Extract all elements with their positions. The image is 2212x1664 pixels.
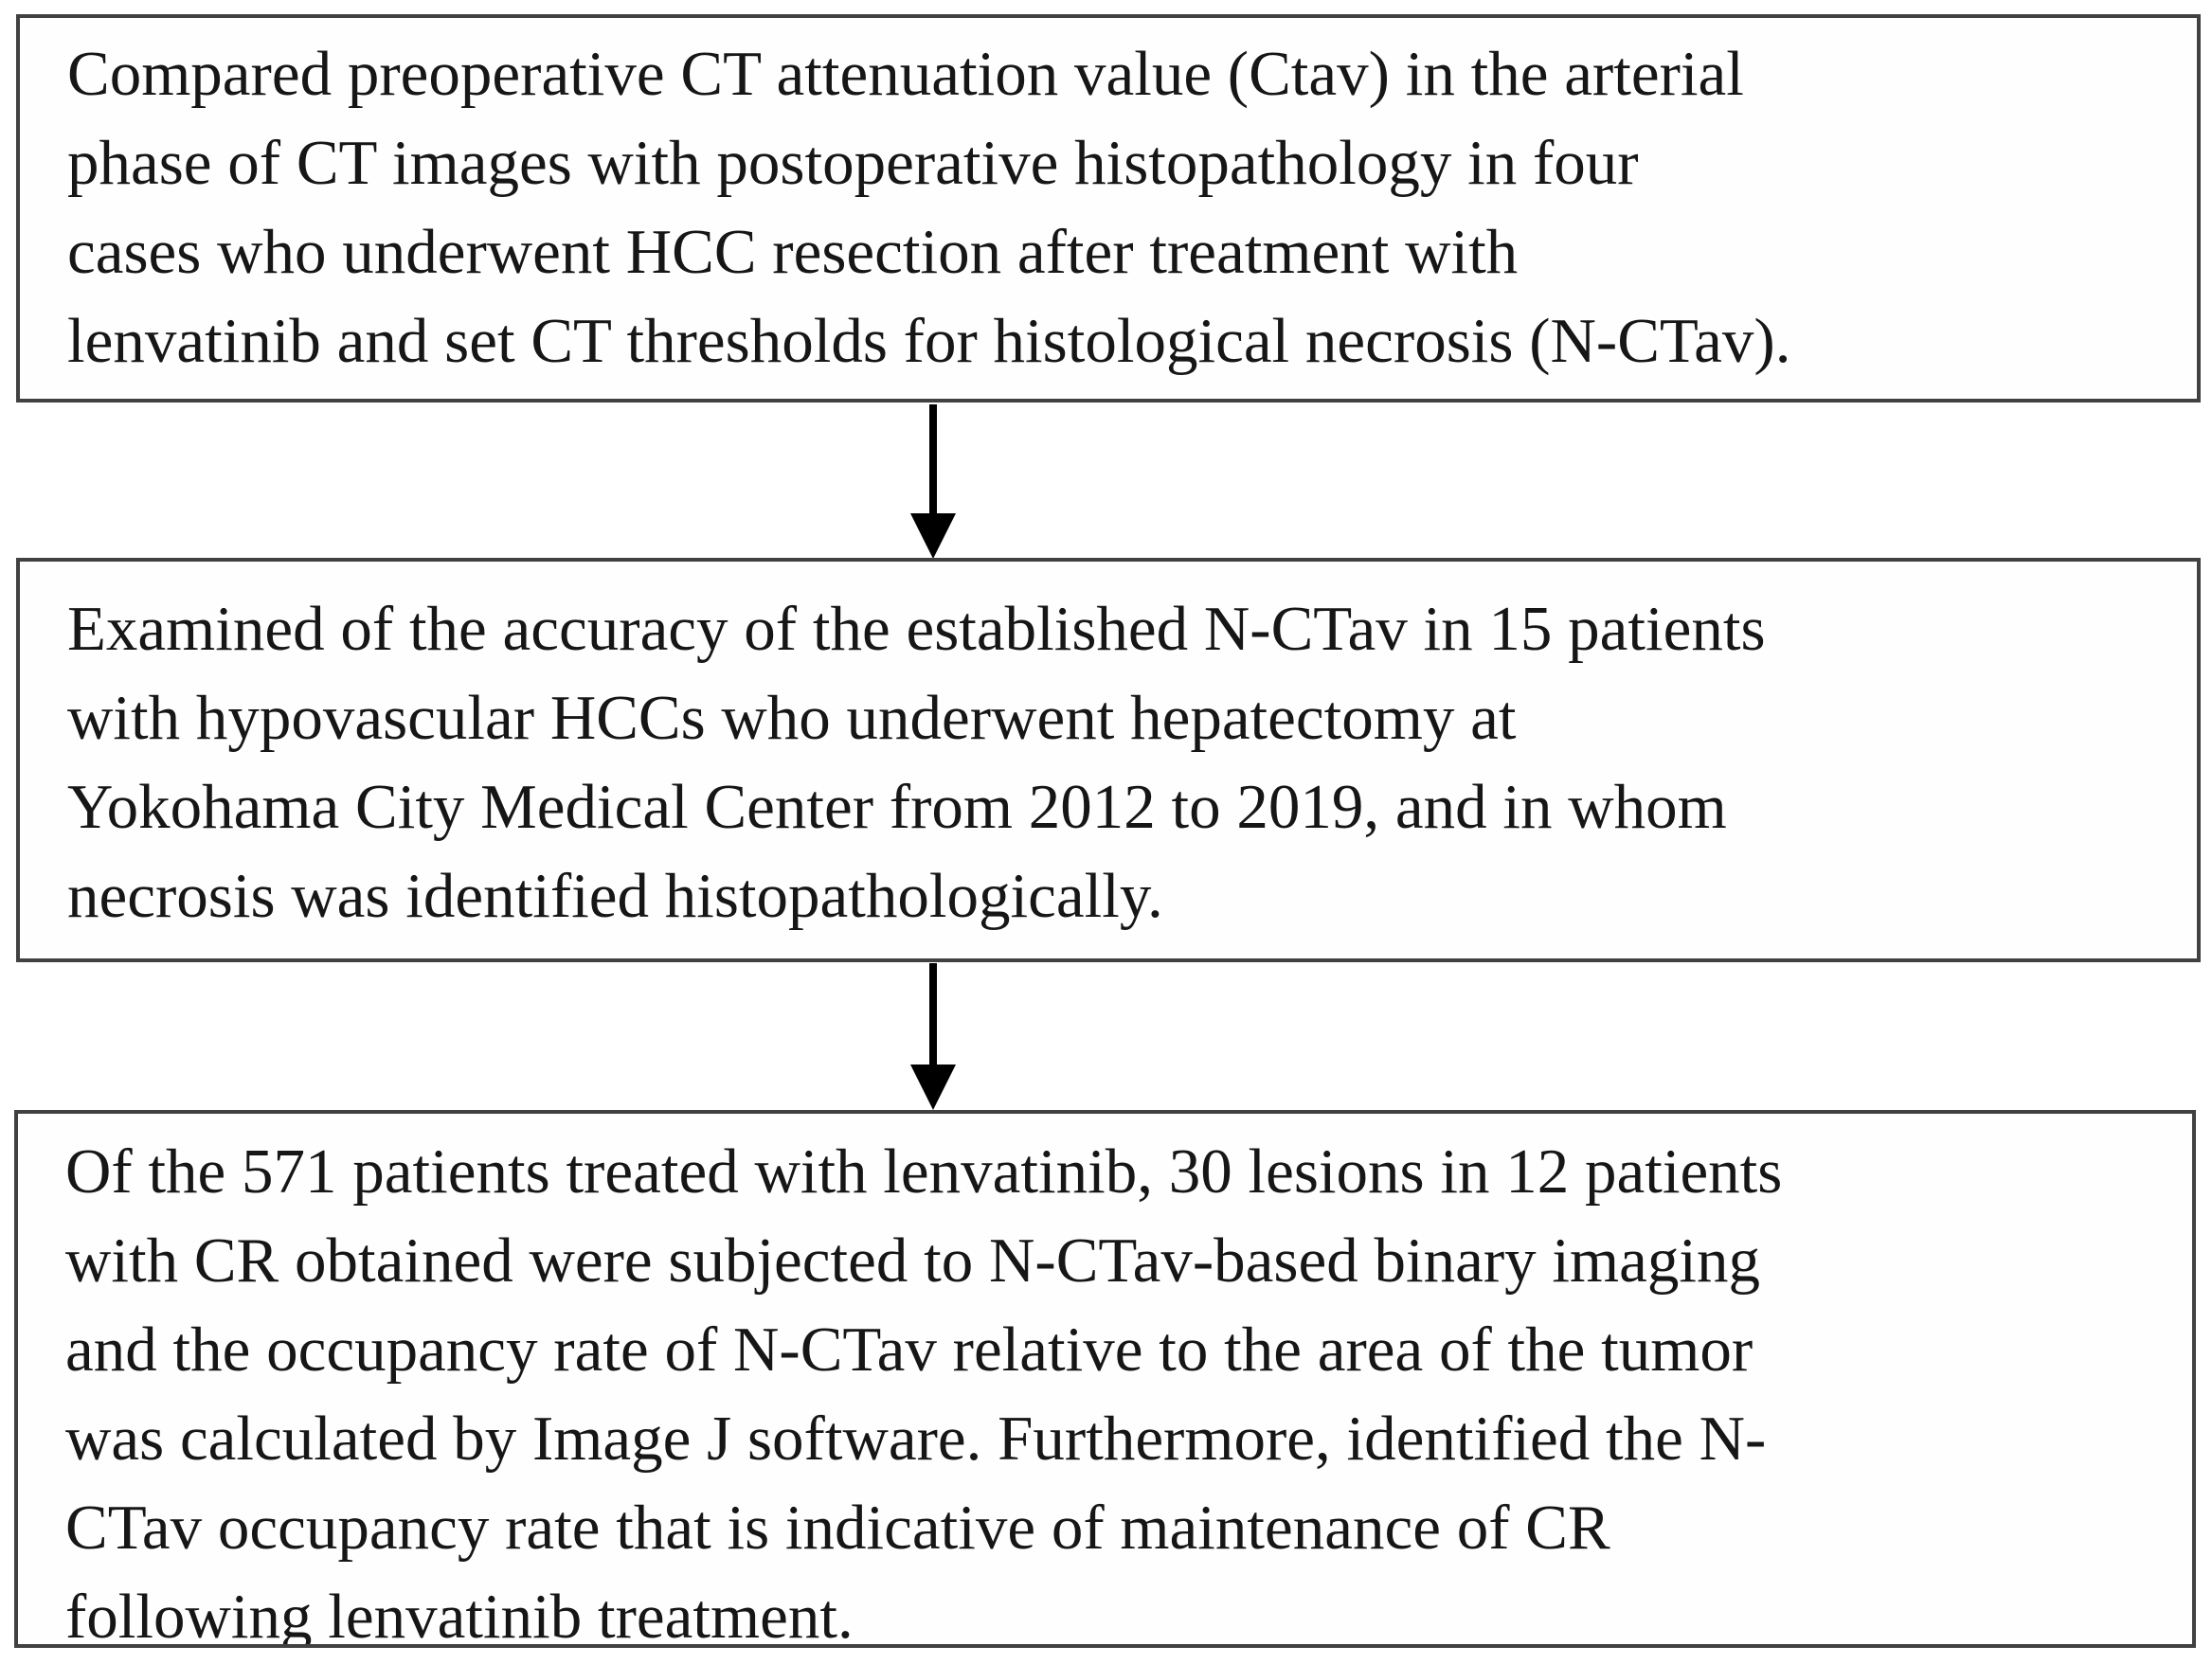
arrow-down-icon <box>910 1065 956 1110</box>
flow-box-step-2: Examined of the accuracy of the establis… <box>16 558 2201 962</box>
flow-box-step-1: Compared preoperative CT attenuation val… <box>16 14 2201 403</box>
arrow-down-icon <box>910 513 956 559</box>
arrow-shaft <box>929 963 937 1066</box>
flow-box-step-3: Of the 571 patients treated with lenvati… <box>14 1110 2196 1648</box>
flow-box-step-1-text: Compared preoperative CT attenuation val… <box>67 39 1791 376</box>
flow-box-step-3-text: Of the 571 patients treated with lenvati… <box>65 1136 1783 1648</box>
flow-box-step-2-text: Examined of the accuracy of the establis… <box>67 594 1766 931</box>
arrow-shaft <box>929 404 937 515</box>
